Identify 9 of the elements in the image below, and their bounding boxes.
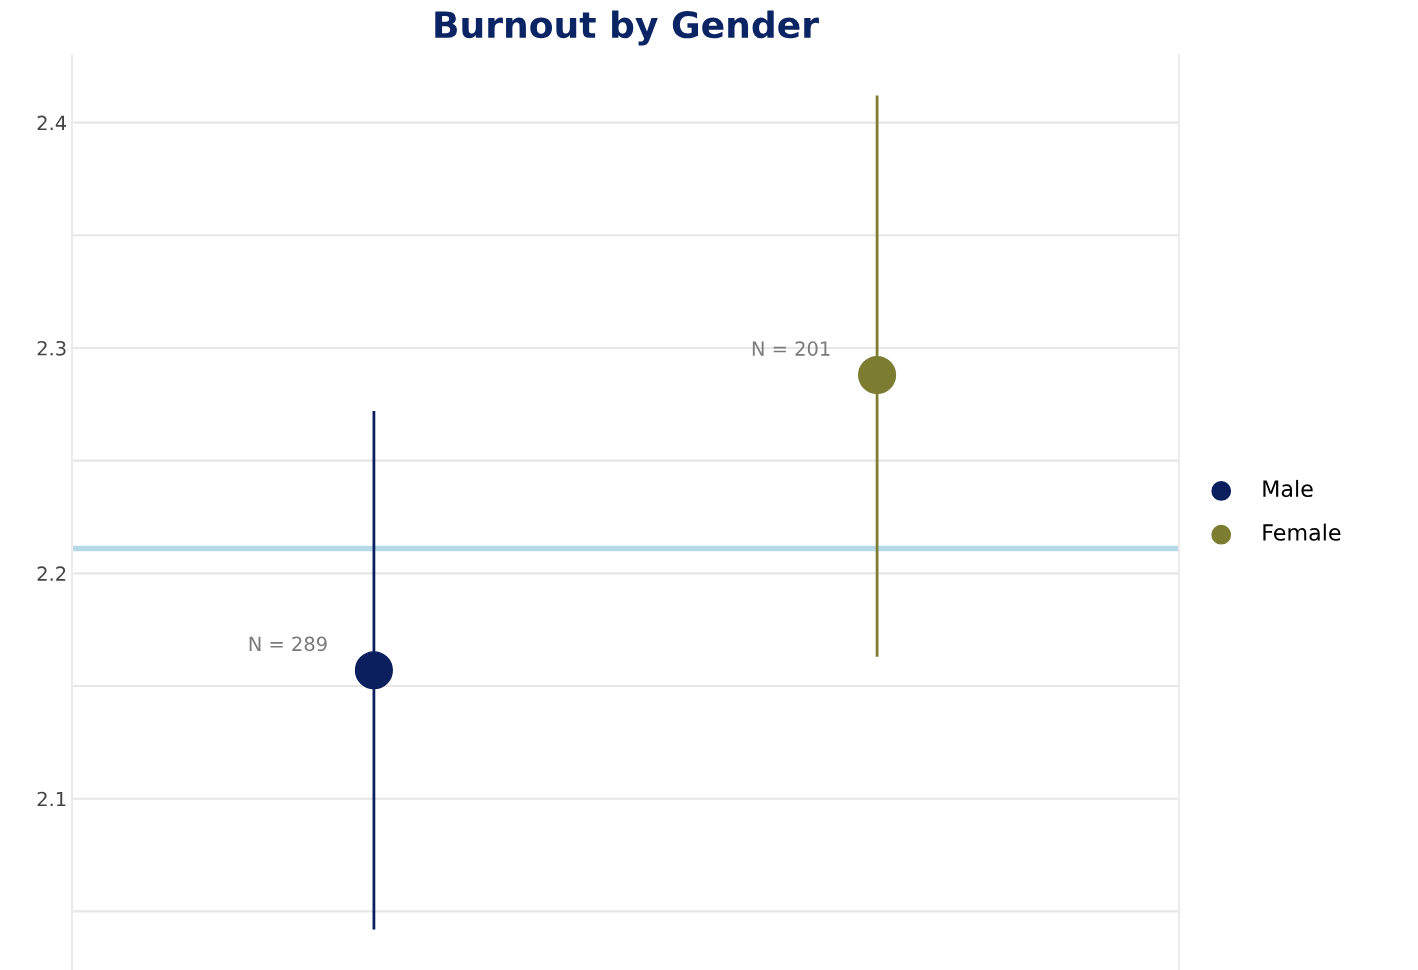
y-tick-label: 2.3 — [37, 340, 66, 356]
annotation: N = 201 — [752, 341, 830, 356]
annotation: N = 289 — [249, 636, 327, 652]
y-tick-label: 2.4 — [37, 115, 67, 130]
chart-title: Burnout by Gender — [435, 10, 819, 46]
y-tick-label: 2.1 — [37, 791, 66, 807]
legend-label: Male — [1263, 479, 1313, 498]
legend-label: Female — [1263, 523, 1341, 541]
y-tick-label: 2.2 — [37, 566, 66, 581]
